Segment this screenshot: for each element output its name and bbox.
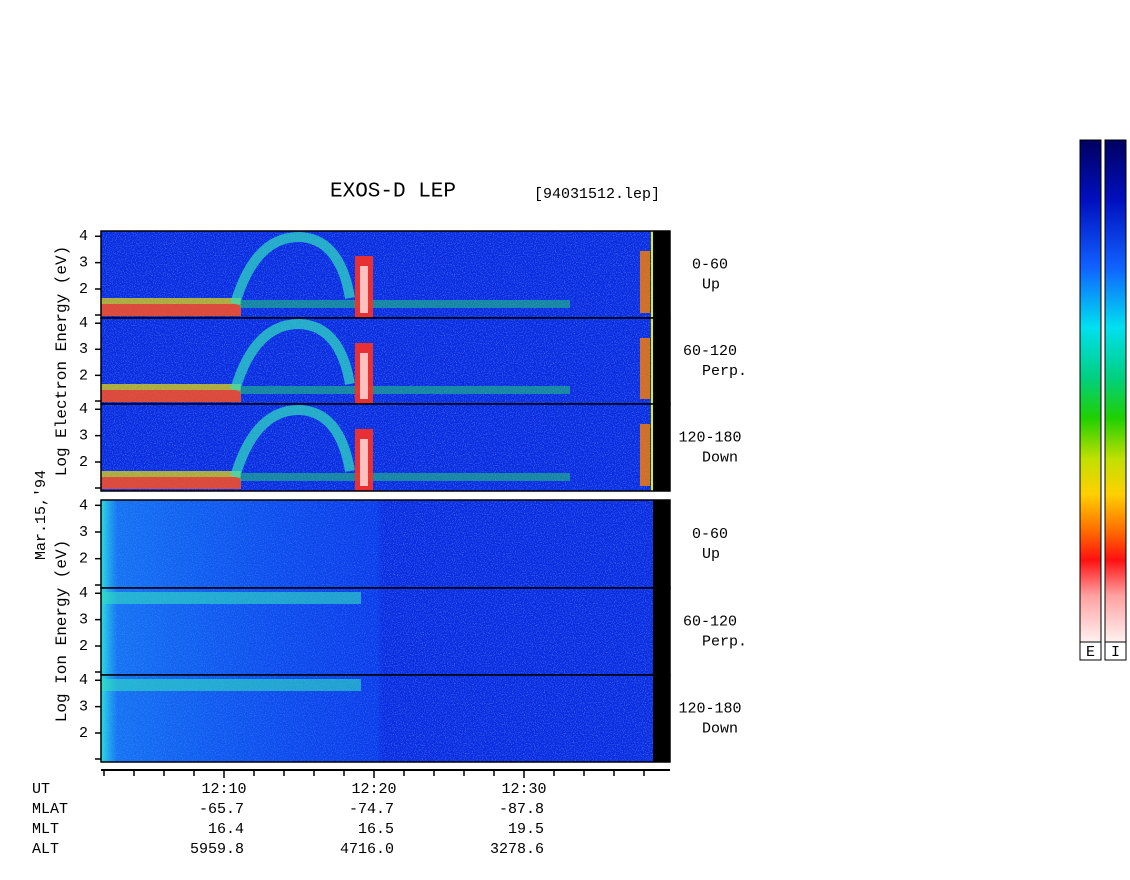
- no-data-strip: [653, 588, 670, 675]
- y-tick-label: 4: [79, 585, 88, 602]
- edge-burst: [640, 424, 650, 486]
- arc-feature: [230, 404, 355, 479]
- direction-label: Down: [702, 449, 738, 466]
- edge-line: [651, 318, 653, 404]
- panels: 2 3 4 0-60 Up 2 3 4 60-120 Perp. 2 3 4 120-180 Down Log…: [53, 228, 747, 763]
- colorbar-label-box: [1104, 641, 1127, 661]
- no-data-strip: [653, 675, 670, 762]
- ephemeris-value: 4716.0: [340, 841, 394, 858]
- trail-band: [240, 473, 570, 481]
- low-energy-band: [101, 384, 241, 390]
- ephemeris-value: -65.7: [199, 801, 244, 818]
- row-label: ALT: [32, 841, 59, 858]
- panel-frame: [100, 403, 671, 492]
- trail-band: [240, 300, 570, 308]
- edge-line: [651, 231, 653, 318]
- y-tick-label: 4: [79, 672, 88, 689]
- file-label: [94031512.lep]: [534, 186, 660, 203]
- colorbar-label: E: [1086, 644, 1095, 661]
- colorbar: [1104, 139, 1127, 647]
- direction-label: Perp.: [702, 633, 747, 650]
- panel-frame: [100, 674, 671, 763]
- y-axis-label: Log Ion Energy (eV): [53, 540, 71, 722]
- no-data-strip: [653, 231, 670, 318]
- ephemeris-value: -74.7: [349, 801, 394, 818]
- colorbar-label: I: [1111, 644, 1120, 661]
- row-label: UT: [32, 781, 50, 798]
- low-energy-band: [101, 298, 241, 304]
- burst: [360, 266, 368, 313]
- direction-label: Up: [702, 546, 720, 563]
- burst: [360, 353, 368, 399]
- low-energy-band: [101, 471, 241, 477]
- y-tick-label: 2: [79, 551, 88, 568]
- angle-label: 0-60: [692, 256, 728, 273]
- ephemeris-value: 16.5: [358, 821, 394, 838]
- low-energy-band: [101, 304, 241, 316]
- angle-label: 60-120: [683, 613, 737, 630]
- angle-label: 120-180: [678, 700, 741, 717]
- y-tick-label: 3: [79, 524, 88, 541]
- x-tick-label: 12:10: [201, 781, 246, 798]
- y-tick-label: 2: [79, 454, 88, 471]
- y-tick-label: 4: [79, 228, 88, 245]
- direction-label: Up: [702, 276, 720, 293]
- angle-label: 0-60: [692, 526, 728, 543]
- burst: [360, 439, 368, 486]
- x-tick-label: 12:30: [501, 781, 546, 798]
- arc-feature: [230, 318, 355, 392]
- y-tick-label: 2: [79, 725, 88, 742]
- y-tick-label: 3: [79, 255, 88, 272]
- y-tick-label: 4: [79, 315, 88, 332]
- direction-label: Perp.: [702, 363, 747, 380]
- no-data-strip: [653, 500, 670, 588]
- ephemeris-value: 16.4: [208, 821, 244, 838]
- y-tick-label: 3: [79, 341, 88, 358]
- y-axis-label: Log Electron Energy (eV): [53, 246, 71, 476]
- chart-title: EXOS-D LEP: [330, 181, 456, 204]
- no-data-strip: [653, 318, 670, 404]
- y-tick-label: 3: [79, 428, 88, 445]
- ephemeris-value: -87.8: [499, 801, 544, 818]
- ephemeris-value: 5959.8: [190, 841, 244, 858]
- row-label: MLAT: [32, 801, 68, 818]
- direction-label: Down: [702, 720, 738, 737]
- row-label: MLT: [32, 821, 59, 838]
- trail-band: [240, 386, 570, 394]
- colorbar: [1079, 139, 1102, 647]
- y-tick-label: 2: [79, 638, 88, 655]
- low-energy-band: [101, 477, 241, 489]
- edge-burst: [640, 251, 650, 313]
- y-tick-label: 3: [79, 699, 88, 716]
- low-energy-band: [101, 390, 241, 402]
- angle-label: 120-180: [678, 429, 741, 446]
- y-tick-label: 4: [79, 401, 88, 418]
- ion-band: [101, 592, 361, 604]
- no-data-strip: [653, 404, 670, 491]
- ephemeris-value: 19.5: [508, 821, 544, 838]
- angle-label: 60-120: [683, 343, 737, 360]
- y-tick-label: 3: [79, 612, 88, 629]
- x-tick-label: 12:20: [351, 781, 396, 798]
- time-axis: 12:10 12:20 12:30: [101, 769, 670, 798]
- y-tick-label: 4: [79, 497, 88, 514]
- edge-burst: [640, 338, 650, 399]
- edge-line: [651, 404, 653, 491]
- y-tick-label: 2: [79, 281, 88, 298]
- date-label: Mar.15,'94: [33, 470, 50, 560]
- ion-fade: [101, 500, 653, 588]
- ephemeris: UT MLAT -65.7 -74.7 -87.8 MLT 16.4 16.5 19.5 ALT 5…: [32, 781, 544, 858]
- colorbar-label-box: [1079, 641, 1102, 661]
- ion-band: [101, 679, 361, 691]
- ephemeris-value: 3278.6: [490, 841, 544, 858]
- arc-feature: [230, 231, 355, 306]
- y-tick-label: 2: [79, 367, 88, 384]
